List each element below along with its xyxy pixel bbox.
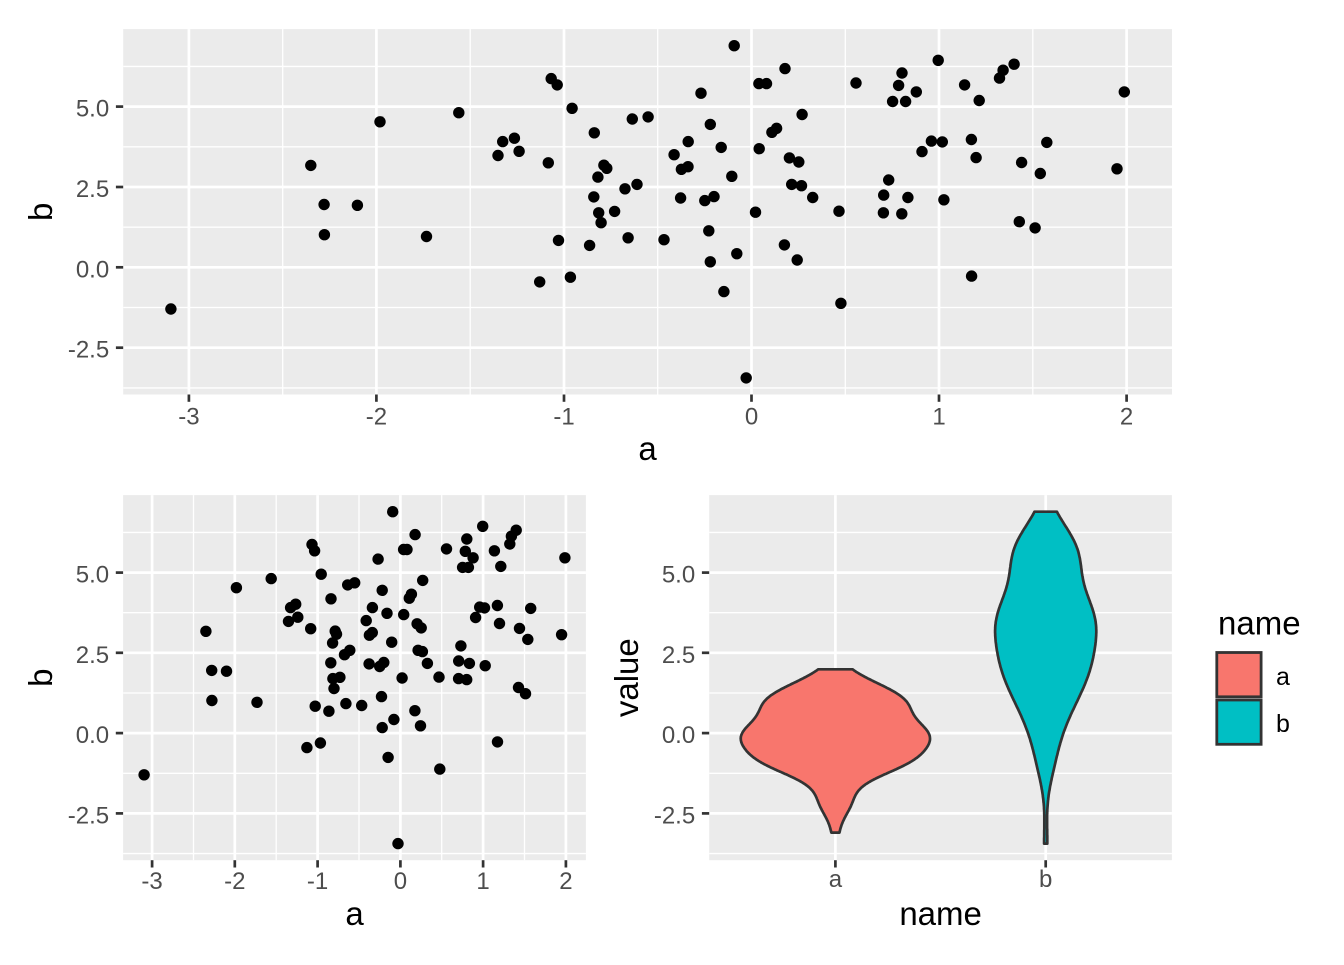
svg-text:b: b <box>1039 866 1052 893</box>
svg-text:b: b <box>1276 710 1290 738</box>
svg-text:0.0: 0.0 <box>662 722 695 749</box>
svg-text:-1: -1 <box>307 868 328 895</box>
svg-text:2.5: 2.5 <box>76 642 109 669</box>
svg-text:a: a <box>1276 663 1290 691</box>
svg-text:2: 2 <box>559 868 572 895</box>
svg-text:b: b <box>22 669 59 687</box>
svg-text:name: name <box>899 895 982 932</box>
svg-text:0.0: 0.0 <box>76 722 109 749</box>
svg-text:a: a <box>345 895 364 932</box>
svg-text:1: 1 <box>932 404 945 431</box>
svg-text:-2.5: -2.5 <box>654 802 695 829</box>
svg-text:0: 0 <box>394 868 407 895</box>
svg-text:-2.5: -2.5 <box>68 337 109 364</box>
svg-text:-2: -2 <box>366 404 387 431</box>
svg-text:-3: -3 <box>178 404 199 431</box>
svg-text:2.5: 2.5 <box>662 642 695 669</box>
svg-text:0.0: 0.0 <box>76 256 109 283</box>
svg-text:-1: -1 <box>553 404 574 431</box>
svg-text:-2: -2 <box>224 868 245 895</box>
svg-text:2.5: 2.5 <box>76 176 109 203</box>
svg-text:a: a <box>829 866 843 893</box>
svg-text:value: value <box>608 638 645 717</box>
svg-text:5.0: 5.0 <box>76 562 109 589</box>
svg-text:1: 1 <box>476 868 489 895</box>
svg-text:5.0: 5.0 <box>662 562 695 589</box>
svg-text:5.0: 5.0 <box>76 96 109 123</box>
svg-text:2: 2 <box>1120 404 1133 431</box>
svg-text:b: b <box>22 203 59 221</box>
svg-text:-2.5: -2.5 <box>68 802 109 829</box>
svg-text:a: a <box>638 430 657 467</box>
svg-text:0: 0 <box>745 404 758 431</box>
svg-text:name: name <box>1218 605 1301 642</box>
svg-text:-3: -3 <box>141 868 162 895</box>
